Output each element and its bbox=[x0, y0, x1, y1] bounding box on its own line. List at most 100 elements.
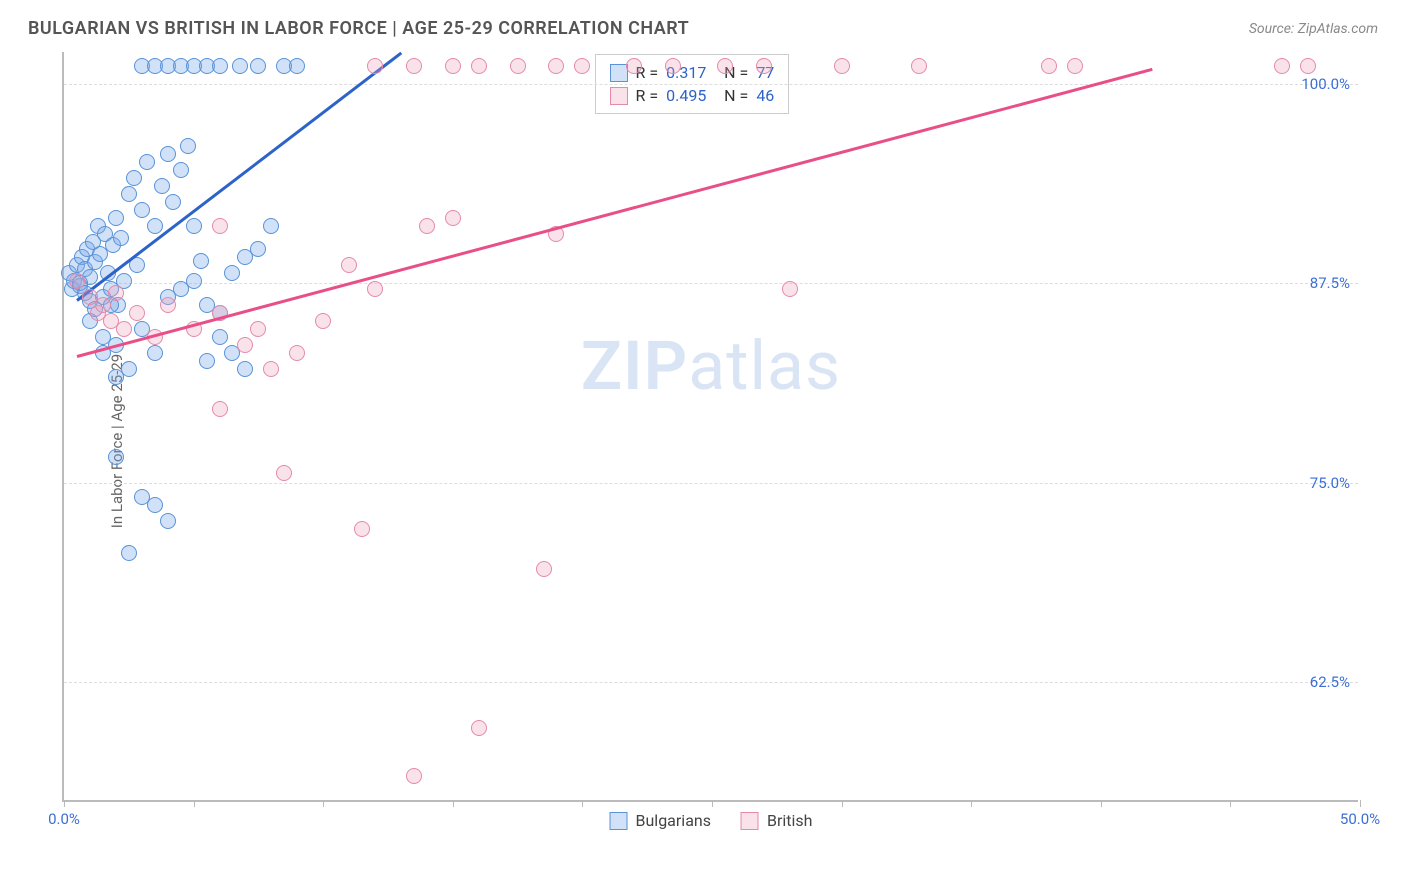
x-tick-label: 50.0% bbox=[1340, 810, 1380, 828]
y-tick-label: 100.0% bbox=[1301, 75, 1350, 93]
data-point bbox=[911, 58, 927, 74]
data-point bbox=[665, 58, 681, 74]
x-tick bbox=[1230, 800, 1231, 807]
data-point bbox=[121, 186, 137, 202]
data-point bbox=[406, 768, 422, 784]
data-point bbox=[134, 202, 150, 218]
data-point bbox=[367, 58, 383, 74]
data-point bbox=[113, 230, 129, 246]
data-point bbox=[237, 361, 253, 377]
x-tick bbox=[842, 800, 843, 807]
y-tick-label: 75.0% bbox=[1310, 474, 1350, 492]
y-tick-label: 87.5% bbox=[1310, 274, 1350, 292]
data-point bbox=[250, 321, 266, 337]
data-point bbox=[315, 313, 331, 329]
x-tick bbox=[1360, 800, 1361, 807]
data-point bbox=[69, 273, 85, 289]
data-point bbox=[173, 162, 189, 178]
plot-area: ZIPatlas R =0.317N =77R =0.495N =46 Bulg… bbox=[62, 52, 1358, 802]
watermark: ZIPatlas bbox=[581, 326, 841, 406]
data-point bbox=[147, 345, 163, 361]
n-value: 46 bbox=[756, 86, 774, 105]
data-point bbox=[186, 218, 202, 234]
r-label: R = bbox=[636, 86, 659, 105]
chart-container: In Labor Force | Age 25-29 ZIPatlas R =0… bbox=[48, 52, 1378, 830]
x-tick bbox=[712, 800, 713, 807]
data-point bbox=[354, 521, 370, 537]
data-point bbox=[126, 170, 142, 186]
data-point bbox=[165, 194, 181, 210]
x-tick bbox=[453, 800, 454, 807]
data-point bbox=[139, 154, 155, 170]
legend-row: R =0.495N =46 bbox=[610, 84, 775, 107]
x-tick bbox=[582, 800, 583, 807]
data-point bbox=[108, 449, 124, 465]
x-tick bbox=[194, 800, 195, 807]
data-point bbox=[289, 345, 305, 361]
data-point bbox=[212, 401, 228, 417]
data-point bbox=[1041, 58, 1057, 74]
x-tick-label: 0.0% bbox=[48, 810, 80, 828]
legend-item: Bulgarians bbox=[610, 811, 711, 830]
data-point bbox=[1067, 58, 1083, 74]
data-point bbox=[419, 218, 435, 234]
data-point bbox=[212, 218, 228, 234]
x-tick bbox=[64, 800, 65, 807]
legend-item: British bbox=[741, 811, 812, 830]
data-point bbox=[121, 545, 137, 561]
data-point bbox=[1274, 58, 1290, 74]
data-point bbox=[160, 513, 176, 529]
data-point bbox=[471, 720, 487, 736]
data-point bbox=[108, 369, 124, 385]
data-point bbox=[717, 58, 733, 74]
data-point bbox=[108, 285, 124, 301]
data-point bbox=[108, 210, 124, 226]
data-point bbox=[180, 138, 196, 154]
data-point bbox=[445, 210, 461, 226]
data-point bbox=[263, 361, 279, 377]
legend-swatch bbox=[610, 812, 628, 830]
data-point bbox=[160, 297, 176, 313]
n-label: N = bbox=[724, 86, 748, 105]
data-point bbox=[250, 58, 266, 74]
data-point bbox=[237, 337, 253, 353]
legend-swatch bbox=[610, 64, 628, 82]
data-point bbox=[186, 273, 202, 289]
data-point bbox=[756, 58, 772, 74]
legend-swatch bbox=[741, 812, 759, 830]
data-point bbox=[147, 497, 163, 513]
x-tick bbox=[323, 800, 324, 807]
data-point bbox=[147, 218, 163, 234]
data-point bbox=[129, 305, 145, 321]
watermark-atlas: atlas bbox=[688, 326, 841, 406]
gridline bbox=[64, 483, 1358, 484]
gridline bbox=[64, 682, 1358, 683]
gridline bbox=[64, 84, 1358, 85]
gridline bbox=[64, 283, 1358, 284]
data-point bbox=[224, 265, 240, 281]
data-point bbox=[510, 58, 526, 74]
source-label: Source: ZipAtlas.com bbox=[1249, 21, 1378, 37]
data-point bbox=[406, 58, 422, 74]
data-point bbox=[289, 58, 305, 74]
data-point bbox=[834, 58, 850, 74]
chart-title: BULGARIAN VS BRITISH IN LABOR FORCE | AG… bbox=[28, 18, 689, 39]
data-point bbox=[341, 257, 357, 273]
legend-label: Bulgarians bbox=[636, 811, 711, 830]
data-point bbox=[193, 253, 209, 269]
data-point bbox=[212, 58, 228, 74]
data-point bbox=[782, 281, 798, 297]
data-point bbox=[1300, 58, 1316, 74]
data-point bbox=[626, 58, 642, 74]
data-point bbox=[548, 58, 564, 74]
data-point bbox=[471, 58, 487, 74]
data-point bbox=[160, 146, 176, 162]
data-point bbox=[536, 561, 552, 577]
legend-swatch bbox=[610, 87, 628, 105]
data-point bbox=[232, 58, 248, 74]
data-point bbox=[367, 281, 383, 297]
data-point bbox=[212, 329, 228, 345]
x-tick bbox=[971, 800, 972, 807]
y-tick-label: 62.5% bbox=[1310, 673, 1350, 691]
legend-label: British bbox=[767, 811, 812, 830]
